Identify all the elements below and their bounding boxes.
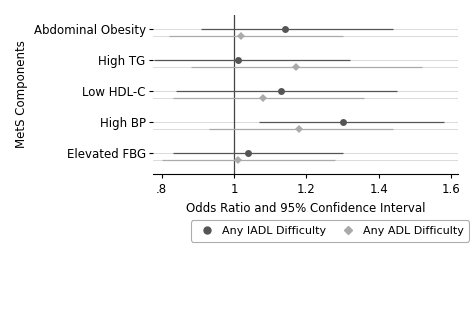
Legend: Any IADL Difficulty, Any ADL Difficulty: Any IADL Difficulty, Any ADL Difficulty [191,220,469,242]
X-axis label: Odds Ratio and 95% Confidence Interval: Odds Ratio and 95% Confidence Interval [186,202,425,214]
Y-axis label: MetS Components: MetS Components [15,41,28,149]
